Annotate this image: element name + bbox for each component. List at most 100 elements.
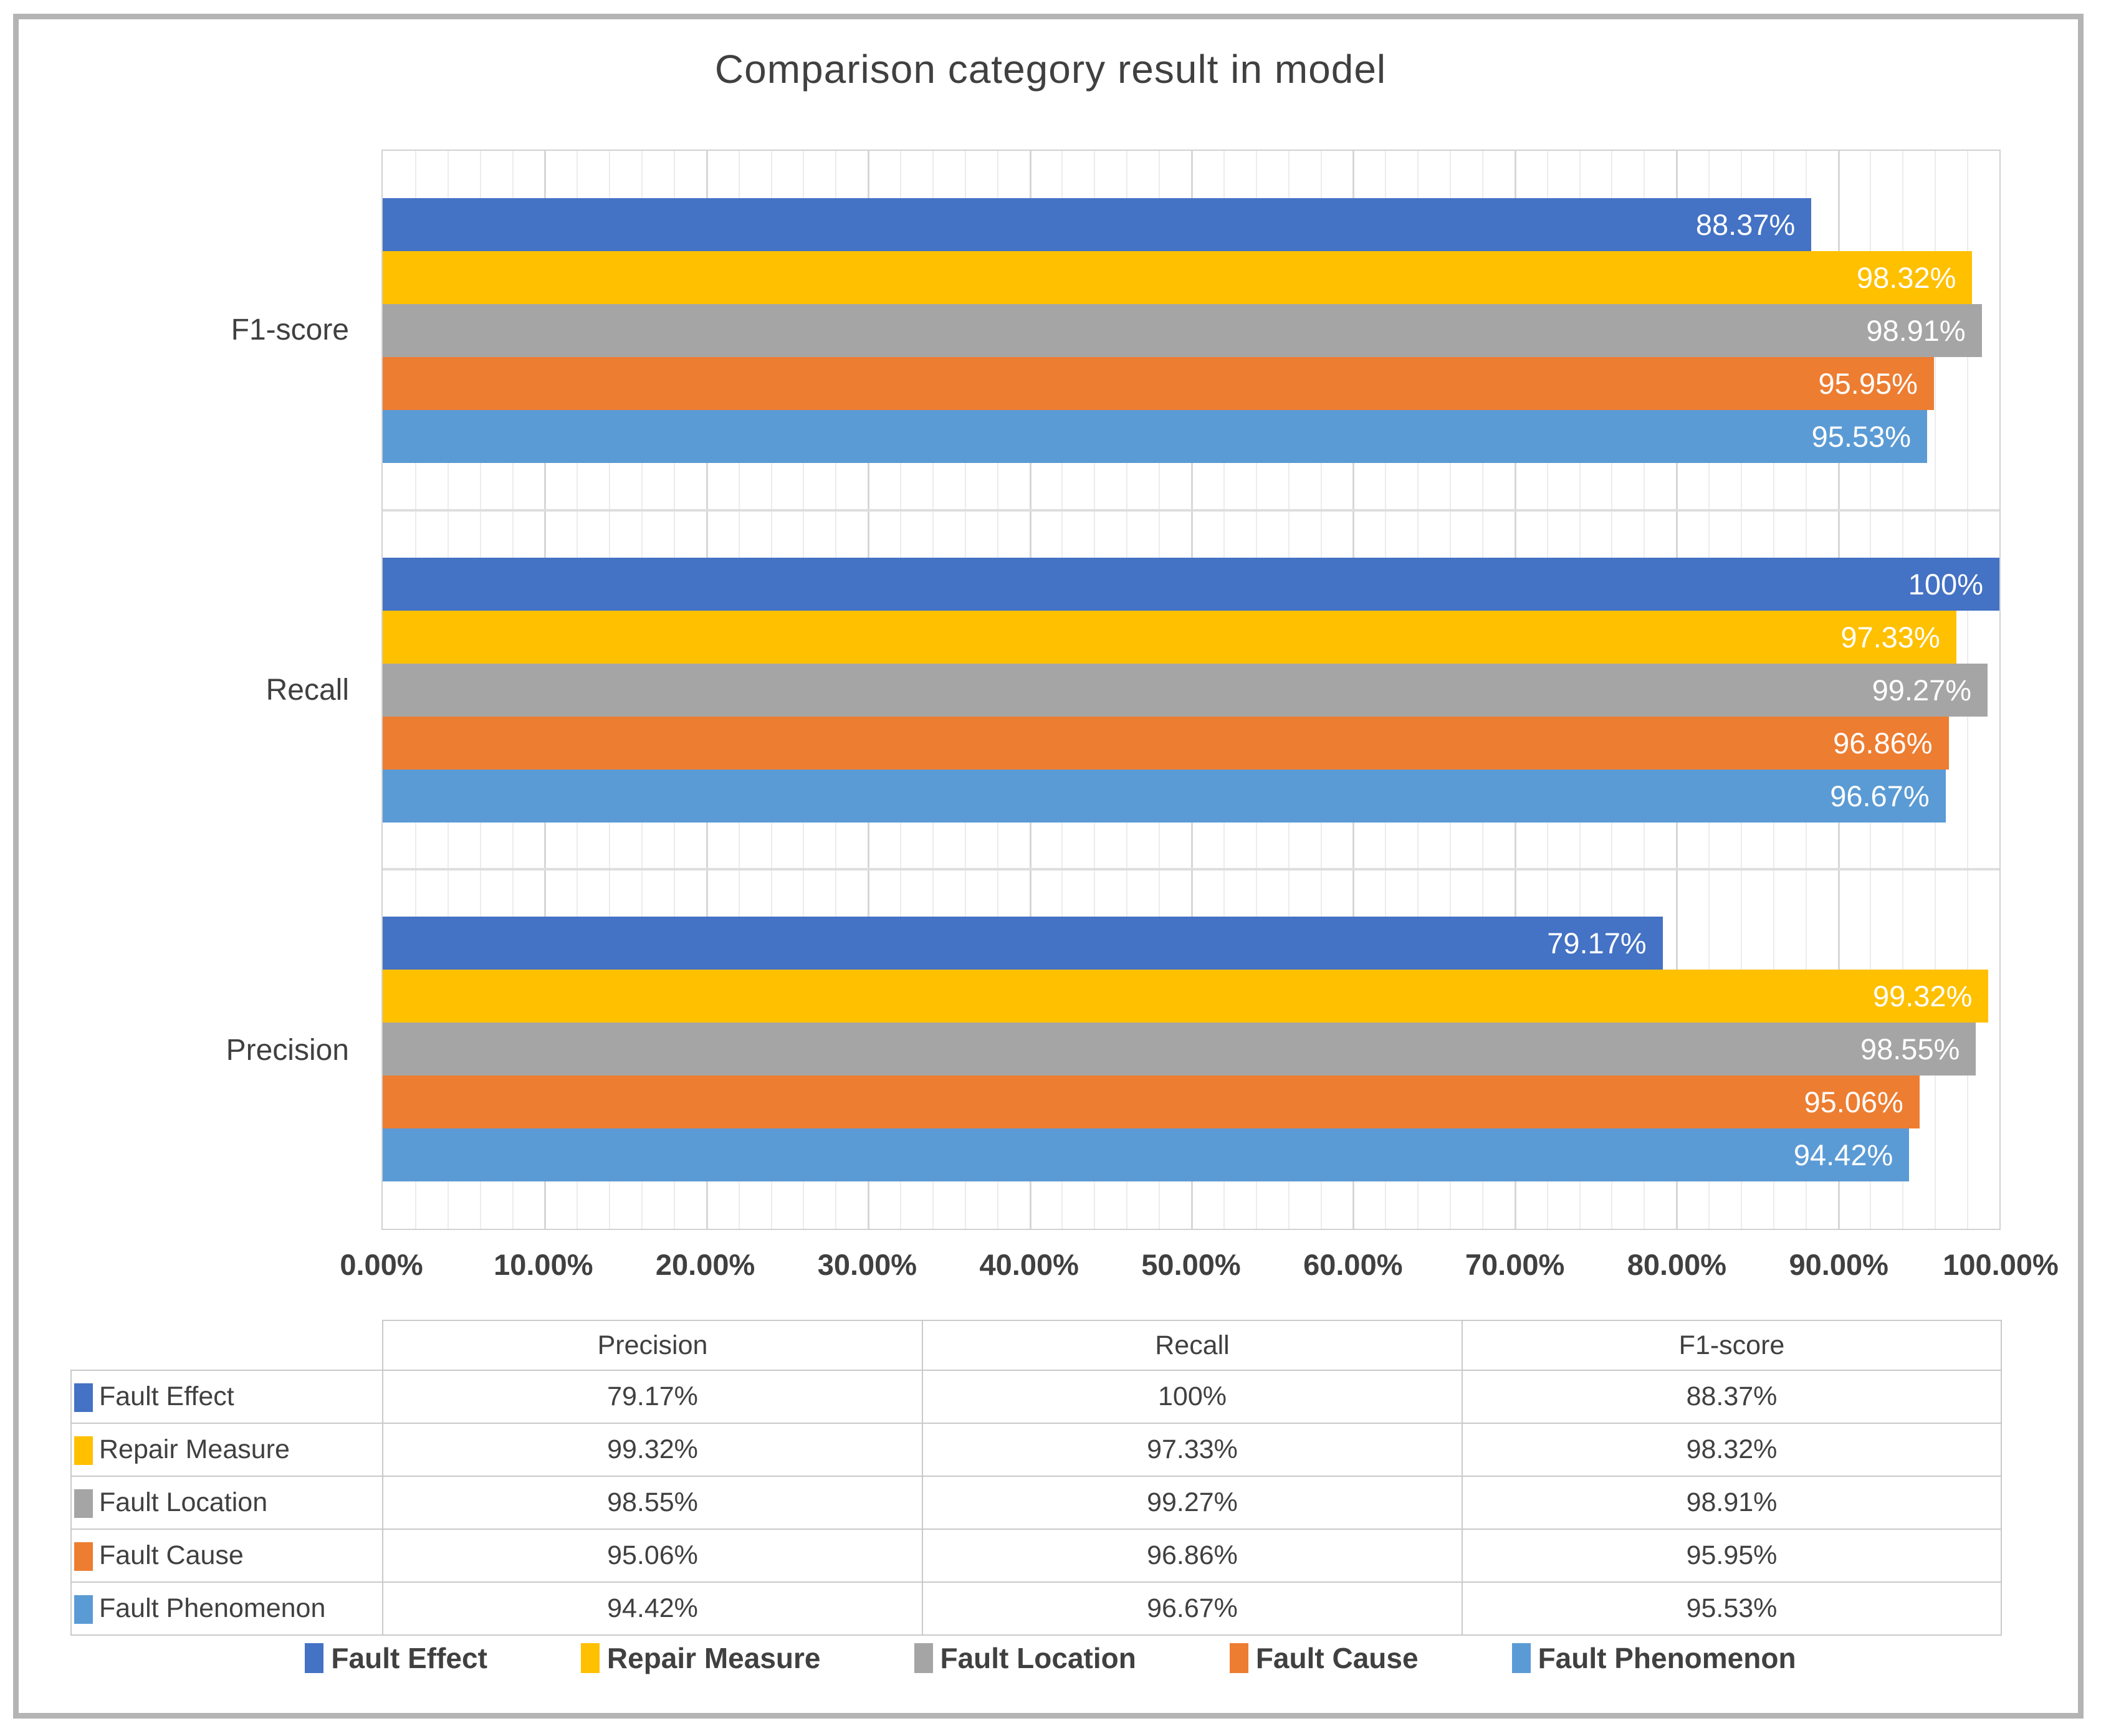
legend-label: Fault Effect [331,1642,487,1674]
bar-data-label: 98.32% [1857,260,1956,294]
x-axis-tick-label: 60.00% [1303,1248,1403,1281]
bar-data-label: 95.53% [1811,419,1912,453]
bar-data-label: 95.06% [1804,1085,1903,1119]
series-swatch-icon [74,1383,93,1413]
table-header: Precision Recall F1-score [71,1320,2002,1371]
legend-label: Fault Phenomenon [1538,1642,1796,1674]
table-value-cell: 98.55% [382,1476,923,1530]
table-value-cell: 99.32% [382,1423,923,1477]
bar: 96.86% [383,716,1949,770]
legend-label: Repair Measure [606,1642,821,1674]
table-value-cell: 96.86% [922,1529,1463,1583]
legend-item: Fault Cause [1229,1641,1419,1675]
x-axis-tick-label: 10.00% [494,1248,593,1281]
x-axis-tick-label: 40.00% [979,1248,1079,1281]
bar-data-label: 79.17% [1547,927,1647,960]
bar: 97.33% [383,610,1956,664]
legend: Fault Effect Repair Measure Fault Location… [0,1641,2101,1675]
bar-data-label: 95.95% [1818,366,1918,400]
series-swatch-icon [74,1489,93,1519]
x-axis-tick-label: 100.00% [1943,1248,2059,1281]
series-swatch-icon [74,1595,93,1624]
row-label: Fault Phenomenon [99,1593,326,1623]
bar: 96.67% [383,769,1946,823]
plot-area: 88.37% 98.32% 98.91% 95.95% 95.53% 100% 97.33%… [381,150,2001,1230]
table-value-cell: 99.27% [922,1476,1463,1530]
table-row: Repair Measure 99.32% 97.33% 98.32% [70,1423,2002,1477]
category-label: Precision [226,1033,349,1067]
table-header-cell: F1-score [1462,1320,2002,1371]
legend-swatch-icon [1511,1643,1531,1673]
x-axis-tick-label: 20.00% [655,1248,755,1281]
bar: 99.27% [383,663,1988,717]
category-separator [383,508,1999,512]
bar-data-label: 98.55% [1860,1033,1960,1066]
x-axis-tick-label: 80.00% [1627,1248,1727,1281]
x-axis-tick-label: 50.00% [1141,1248,1241,1281]
legend-label: Fault Cause [1255,1642,1419,1674]
table-value-cell: 79.17% [382,1370,923,1424]
bar-data-label: 96.67% [1830,779,1930,813]
row-label-cell: Fault Effect [70,1370,383,1424]
legend-item: Repair Measure [580,1641,821,1675]
bar: 100% [383,557,1999,611]
table-header-cell: Recall [922,1320,1463,1371]
outer-frame [13,14,2084,1719]
row-label: Fault Location [99,1487,268,1517]
row-label-cell: Fault Location [70,1476,383,1530]
legend-item: Fault Effect [305,1641,487,1675]
bar: 95.53% [383,409,1928,463]
table-row: Fault Effect 79.17% 100% 88.37% [70,1370,2002,1424]
category-label: Recall [266,673,349,707]
bar-data-label: 100% [1908,567,1983,601]
table-value-cell: 95.06% [382,1529,923,1583]
x-axis-tick-label: 30.00% [817,1248,917,1281]
row-label: Fault Effect [99,1381,234,1411]
legend-swatch-icon [1229,1643,1248,1673]
table-header-row: Precision Recall F1-score [71,1320,2002,1371]
bar-data-label: 99.32% [1872,980,1973,1013]
x-axis-tick-label: 0.00% [340,1248,423,1281]
results-table: Precision Recall F1-score Fault Effect 79.1… [70,1320,2002,1636]
table-value-cell: 97.33% [922,1423,1463,1477]
table-row: Fault Location 98.55% 99.27% 98.91% [70,1476,2002,1530]
table-value-cell: 95.95% [1462,1529,2002,1583]
x-axis-tick-label: 70.00% [1465,1248,1565,1281]
legend-swatch-icon [914,1643,933,1673]
bar-data-label: 97.33% [1840,620,1940,654]
series-swatch-icon [74,1436,93,1466]
table-value-cell: 98.32% [1462,1423,2002,1477]
bar: 88.37% [383,198,1812,251]
bar-data-label: 99.27% [1872,673,1972,707]
bar: 95.95% [383,356,1934,410]
legend-swatch-icon [305,1643,324,1673]
table-value-cell: 96.67% [922,1581,1463,1636]
bar: 98.32% [383,250,1973,304]
row-label-cell: Fault Cause [70,1529,383,1583]
table-value-cell: 98.91% [1462,1476,2002,1530]
row-label: Fault Cause [99,1540,244,1570]
category-separator [383,868,1999,871]
row-label: Repair Measure [99,1434,290,1464]
chart-title: Comparison category result in model [714,47,1387,92]
row-label-cell: Repair Measure [70,1423,383,1477]
legend-item: Fault Phenomenon [1511,1641,1796,1675]
bar: 99.32% [383,970,1989,1023]
table-value-cell: 100% [922,1370,1463,1424]
category-label: F1-score [231,313,349,346]
table-corner-cell [71,1320,383,1370]
bar-data-label: 96.86% [1833,726,1933,760]
bar: 94.42% [383,1128,1910,1182]
bar-data-label: 88.37% [1695,207,1796,241]
table-value-cell: 94.42% [382,1581,923,1636]
row-label-cell: Fault Phenomenon [70,1581,383,1636]
legend-label: Fault Location [940,1642,1136,1674]
bar: 95.06% [383,1075,1920,1129]
bar: 98.91% [383,303,1982,357]
bar-data-label: 94.42% [1793,1138,1893,1172]
legend-item: Fault Location [914,1641,1136,1675]
table-value-cell: 95.53% [1462,1581,2002,1636]
bar-data-label: 98.91% [1866,313,1966,347]
bar: 79.17% [383,917,1663,970]
table-row: Fault Phenomenon 94.42% 96.67% 95.53% [70,1581,2002,1636]
